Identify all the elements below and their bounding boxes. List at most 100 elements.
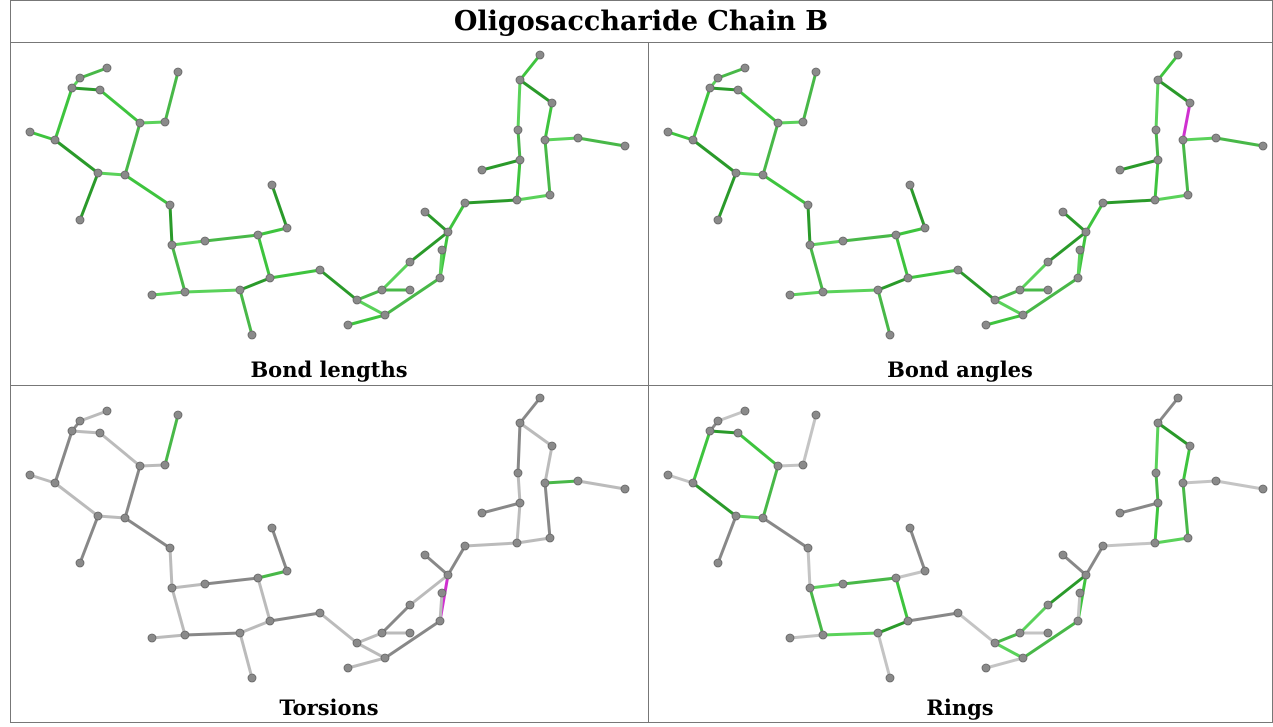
atom (201, 580, 209, 588)
atom (1099, 542, 1107, 550)
atom (786, 634, 794, 642)
bond (1156, 473, 1158, 503)
bond (823, 290, 878, 292)
atom (839, 580, 847, 588)
atom (1186, 99, 1194, 107)
atom (444, 228, 452, 236)
bond (518, 80, 520, 130)
panel-caption: Torsions (279, 695, 378, 720)
table-title: Oligosaccharide Chain B (454, 6, 828, 37)
bond (823, 633, 878, 635)
atom (714, 216, 722, 224)
atom (1212, 134, 1220, 142)
atom (812, 68, 820, 76)
atom (121, 514, 129, 522)
atom (921, 567, 929, 575)
atom (248, 674, 256, 682)
atom (714, 417, 722, 425)
atom (904, 617, 912, 625)
atom (1152, 469, 1160, 477)
atom (421, 208, 429, 216)
atom (268, 181, 276, 189)
atom (574, 134, 582, 142)
atom (892, 231, 900, 239)
bond (1156, 130, 1158, 160)
atom (759, 171, 767, 179)
atom (1082, 571, 1090, 579)
atom (236, 629, 244, 637)
atom (478, 509, 486, 517)
atom (174, 411, 182, 419)
atom (774, 462, 782, 470)
atom (759, 514, 767, 522)
atom (76, 559, 84, 567)
atom (136, 119, 144, 127)
atom (344, 321, 352, 329)
atom (786, 291, 794, 299)
atom (541, 479, 549, 487)
atom (94, 169, 102, 177)
atom (1044, 286, 1052, 294)
atom (516, 499, 524, 507)
atom (1174, 51, 1182, 59)
bond (170, 548, 172, 588)
bond (518, 473, 520, 503)
atom (254, 231, 262, 239)
atom (1099, 199, 1107, 207)
atom (381, 654, 389, 662)
atom (892, 574, 900, 582)
atom (1044, 258, 1052, 266)
atom (268, 524, 276, 532)
atom (734, 429, 742, 437)
atom (444, 571, 452, 579)
atom (136, 462, 144, 470)
atom (621, 485, 629, 493)
atom (1179, 136, 1187, 144)
atom (516, 156, 524, 164)
atom (181, 631, 189, 639)
atom (76, 417, 84, 425)
atom (1019, 311, 1027, 319)
atom (181, 288, 189, 296)
atom (168, 584, 176, 592)
bond (518, 423, 520, 473)
atom (689, 479, 697, 487)
atom (741, 64, 749, 72)
atom (1184, 534, 1192, 542)
atom (161, 118, 169, 126)
atom (461, 542, 469, 550)
panel-caption: Bond angles (887, 357, 1033, 382)
atom (316, 266, 324, 274)
atom (806, 241, 814, 249)
atom (96, 429, 104, 437)
atom (819, 631, 827, 639)
atom (478, 166, 486, 174)
atom (1016, 286, 1024, 294)
bond (185, 290, 240, 292)
atom (148, 634, 156, 642)
atom (804, 201, 812, 209)
atom (819, 288, 827, 296)
atom (982, 321, 990, 329)
atom (438, 246, 446, 254)
atom (406, 629, 414, 637)
atom (248, 331, 256, 339)
atom (353, 639, 361, 647)
atom (1074, 617, 1082, 625)
atom (68, 84, 76, 92)
atom (921, 224, 929, 232)
bond (1156, 423, 1158, 473)
atom (201, 237, 209, 245)
atom (378, 286, 386, 294)
atom (461, 199, 469, 207)
atom (406, 286, 414, 294)
atom (514, 126, 522, 134)
atom (541, 136, 549, 144)
atom (804, 544, 812, 552)
bond (808, 548, 810, 588)
atom (516, 76, 524, 84)
atom (886, 331, 894, 339)
atom (536, 394, 544, 402)
atom (954, 609, 962, 617)
atom (741, 407, 749, 415)
